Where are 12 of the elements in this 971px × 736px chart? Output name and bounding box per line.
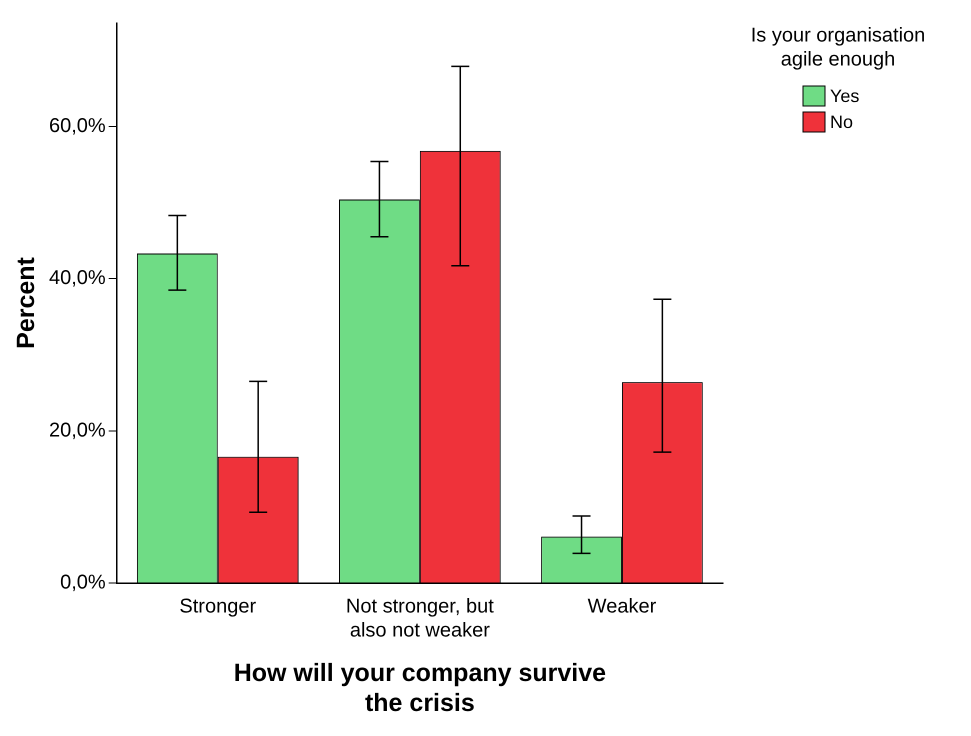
legend-label: No — [830, 112, 854, 132]
y-tick-label: 0,0% — [60, 572, 106, 594]
y-tick-label: 60,0% — [48, 114, 106, 137]
legend-title: Is your organisation agile enough — [750, 24, 926, 71]
legend-label: Yes — [830, 86, 860, 106]
y-tick-label: 20,0% — [48, 419, 106, 442]
x-axis-title: How will your company survive the crisis — [234, 658, 606, 717]
y-axis-title: Percent — [12, 256, 40, 349]
y-tick-label: 40,0% — [48, 267, 106, 290]
x-tick-label: Stronger — [179, 596, 256, 618]
x-tick-label: Not stronger, but also not weaker — [346, 596, 494, 642]
x-tick-label: Weaker — [588, 596, 657, 618]
